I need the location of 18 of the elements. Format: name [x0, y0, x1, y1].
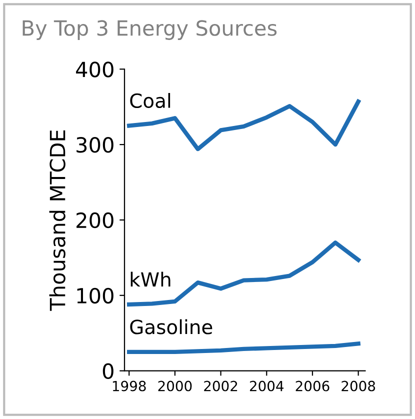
series-label: kWh [130, 272, 170, 287]
series-label: Gasoline [130, 319, 212, 334]
series-label: Coal [130, 92, 170, 108]
x-tick-label: 2004 [250, 380, 284, 392]
line-series [127, 240, 360, 307]
y-tick-label: 300 [76, 137, 114, 153]
y-tick-label: 200 [76, 212, 114, 228]
y-axis-title: Thousand MTCDE [49, 130, 66, 311]
x-tick-label: 1998 [112, 380, 146, 392]
x-tick-label: 2008 [342, 380, 376, 392]
x-tick-label: 2006 [296, 380, 330, 392]
y-tick-label: 100 [77, 288, 114, 304]
y-tick-label: 0 [102, 363, 114, 380]
line-series [127, 342, 360, 354]
x-tick-label: 2002 [204, 380, 238, 392]
y-tick-label: 400 [76, 62, 114, 78]
chart-title: By Top 3 Energy Sources [22, 20, 277, 40]
x-tick-label: 2000 [158, 380, 192, 392]
